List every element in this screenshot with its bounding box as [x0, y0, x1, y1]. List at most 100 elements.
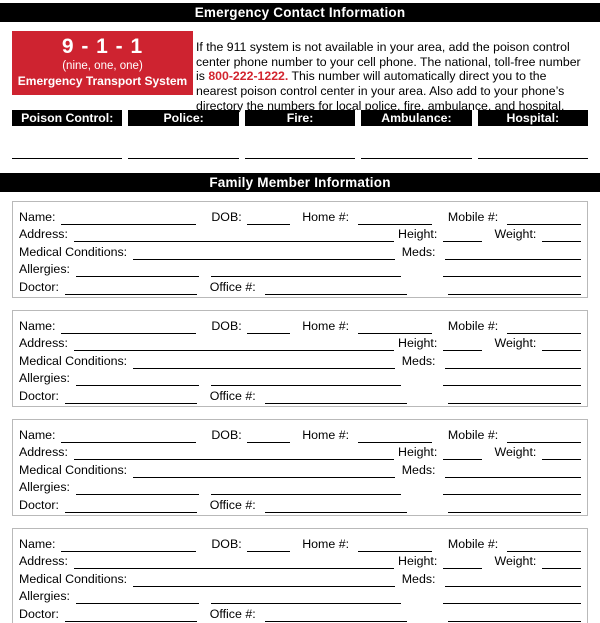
input-address[interactable] — [73, 556, 395, 570]
input-mobile-number[interactable] — [507, 430, 582, 443]
input-meds[interactable] — [445, 247, 582, 260]
input-medical-conditions[interactable] — [132, 247, 395, 260]
input-meds[interactable] — [445, 465, 582, 478]
input-meds-continued[interactable] — [443, 482, 581, 496]
input-weight[interactable] — [542, 338, 581, 352]
input-doctor[interactable] — [64, 282, 198, 295]
member-row-medical: Medical Conditions: Meds: — [19, 569, 582, 587]
input-allergies[interactable] — [75, 264, 199, 278]
input-name[interactable] — [60, 539, 197, 552]
member-row-allergies: Allergies: — [19, 369, 581, 387]
label-address: Address: — [19, 554, 68, 569]
label-dob: DOB: — [211, 536, 242, 551]
input-medical-conditions[interactable] — [132, 574, 395, 587]
input-address[interactable] — [73, 229, 395, 243]
input-meds-continued-2[interactable] — [448, 391, 581, 404]
input-home-number[interactable] — [357, 321, 432, 334]
input-allergies-continued[interactable] — [211, 482, 402, 496]
input-office-number[interactable] — [265, 391, 408, 404]
section-header-emergency-contact: Emergency Contact Information — [0, 3, 600, 22]
label-address: Address: — [19, 227, 68, 242]
contact-label-fire: Fire: — [244, 110, 356, 126]
label-height: Height: — [398, 336, 438, 351]
label-dob: DOB: — [211, 318, 242, 333]
family-member-block: Name: DOB: Home #: Mobile #: Address: Height:… — [12, 201, 588, 298]
input-height[interactable] — [443, 229, 482, 243]
input-meds-continued-2[interactable] — [448, 500, 581, 513]
input-mobile-number[interactable] — [507, 212, 582, 225]
input-meds-continued[interactable] — [443, 591, 581, 605]
input-doctor[interactable] — [64, 391, 198, 404]
input-name[interactable] — [60, 212, 197, 225]
input-weight[interactable] — [542, 229, 581, 243]
label-mobile-number: Mobile #: — [447, 209, 499, 224]
input-height[interactable] — [443, 338, 482, 352]
member-row-allergies: Allergies: — [19, 587, 581, 605]
input-medical-conditions[interactable] — [132, 465, 395, 478]
input-meds[interactable] — [445, 574, 582, 587]
contact-cell-ambulance: Ambulance: — [361, 110, 472, 162]
input-allergies[interactable] — [75, 373, 199, 387]
input-meds-continued[interactable] — [443, 264, 581, 278]
input-address[interactable] — [73, 447, 395, 461]
label-mobile-number: Mobile #: — [447, 318, 499, 333]
input-allergies[interactable] — [75, 482, 199, 496]
input-weight[interactable] — [542, 447, 581, 461]
contact-input-poison-control[interactable] — [12, 158, 123, 159]
input-office-number[interactable] — [265, 282, 408, 295]
member-row-medical: Medical Conditions: Meds: — [19, 242, 582, 260]
input-height[interactable] — [443, 556, 482, 570]
poison-control-phone-number: 800-222-1222. — [208, 69, 289, 84]
input-home-number[interactable] — [357, 212, 432, 225]
input-doctor[interactable] — [64, 500, 198, 513]
input-home-number[interactable] — [357, 430, 432, 443]
label-dob: DOB: — [211, 427, 242, 442]
label-office-number: Office #: — [209, 279, 256, 294]
input-name[interactable] — [60, 321, 197, 334]
contact-cell-police: Police: — [128, 110, 239, 162]
contact-input-hospital[interactable] — [477, 158, 589, 159]
input-home-number[interactable] — [357, 539, 432, 552]
input-mobile-number[interactable] — [507, 321, 582, 334]
label-weight: Weight: — [494, 227, 537, 242]
input-meds-continued-2[interactable] — [448, 609, 581, 622]
input-meds-continued-2[interactable] — [448, 282, 581, 295]
label-mobile-number: Mobile #: — [447, 427, 499, 442]
member-row-identity: Name: DOB: Home #: Mobile #: — [19, 534, 582, 552]
input-allergies-continued[interactable] — [211, 264, 402, 278]
instructions-text-part1: If the 911 system is not available in yo… — [196, 40, 581, 84]
input-allergies-continued[interactable] — [211, 373, 402, 387]
input-dob[interactable] — [247, 430, 290, 443]
input-weight[interactable] — [542, 556, 581, 570]
input-medical-conditions[interactable] — [132, 356, 395, 369]
label-home-number: Home #: — [302, 318, 350, 333]
label-doctor: Doctor: — [19, 388, 59, 403]
contact-label-hospital: Hospital: — [477, 110, 589, 126]
contact-label-police: Police: — [128, 110, 239, 126]
contact-input-ambulance[interactable] — [361, 158, 472, 159]
input-mobile-number[interactable] — [507, 539, 582, 552]
input-dob[interactable] — [247, 212, 290, 225]
input-dob[interactable] — [247, 321, 290, 334]
input-name[interactable] — [60, 430, 197, 443]
input-allergies-continued[interactable] — [211, 591, 402, 605]
input-address[interactable] — [73, 338, 395, 352]
input-height[interactable] — [443, 447, 482, 461]
label-meds: Meds: — [401, 353, 436, 368]
contact-cell-hospital: Hospital: — [477, 110, 589, 162]
family-member-block: Name: DOB: Home #: Mobile #: Address: Height:… — [12, 310, 588, 407]
label-home-number: Home #: — [302, 536, 350, 551]
input-meds[interactable] — [445, 356, 582, 369]
contact-input-fire[interactable] — [244, 158, 356, 159]
member-row-address: Address: Height: Weight: — [19, 334, 581, 352]
input-allergies[interactable] — [75, 591, 199, 605]
input-meds-continued[interactable] — [443, 373, 581, 387]
member-row-doctor: Doctor: Office #: — [19, 277, 581, 295]
input-office-number[interactable] — [265, 609, 408, 622]
input-doctor[interactable] — [64, 609, 198, 622]
label-height: Height: — [398, 554, 438, 569]
input-office-number[interactable] — [265, 500, 408, 513]
contact-input-police[interactable] — [128, 158, 239, 159]
input-dob[interactable] — [247, 539, 290, 552]
label-allergies: Allergies: — [19, 480, 70, 495]
